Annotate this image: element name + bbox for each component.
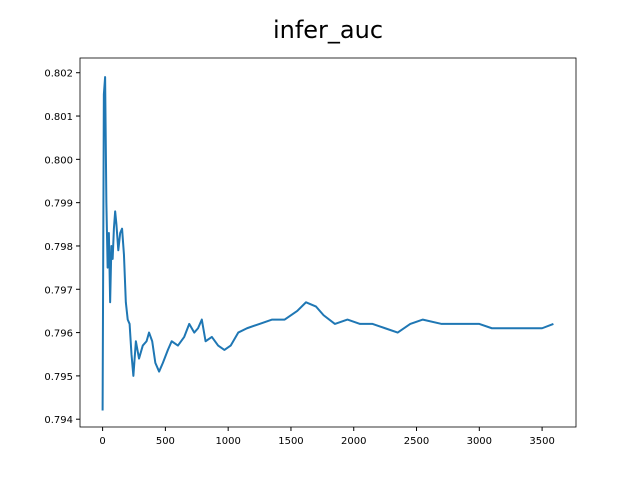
plot-frame	[79, 57, 577, 428]
x-tick-label: 1000	[215, 436, 240, 447]
x-tick-label: 2500	[404, 436, 429, 447]
y-tick-label: 0.796	[44, 329, 73, 340]
x-tick-label: 0	[99, 436, 105, 447]
x-tick-label: 3000	[467, 436, 492, 447]
y-tick-label: 0.795	[44, 372, 73, 383]
y-tick-label: 0.797	[44, 285, 73, 296]
chart-title: infer_auc	[273, 16, 383, 44]
y-tick-label: 0.799	[44, 199, 73, 210]
y-tick-label: 0.801	[44, 112, 73, 123]
y-tick-label: 0.802	[44, 69, 73, 80]
x-tick-label: 1500	[278, 436, 303, 447]
y-tick-label: 0.798	[44, 242, 73, 253]
x-tick-label: 3500	[529, 436, 554, 447]
y-tick-label: 0.794	[44, 415, 73, 426]
x-tick-label: 500	[156, 436, 175, 447]
line	[101, 76, 554, 411]
x-tick-label: 2000	[341, 436, 366, 447]
y-tick-label: 0.800	[44, 155, 73, 166]
